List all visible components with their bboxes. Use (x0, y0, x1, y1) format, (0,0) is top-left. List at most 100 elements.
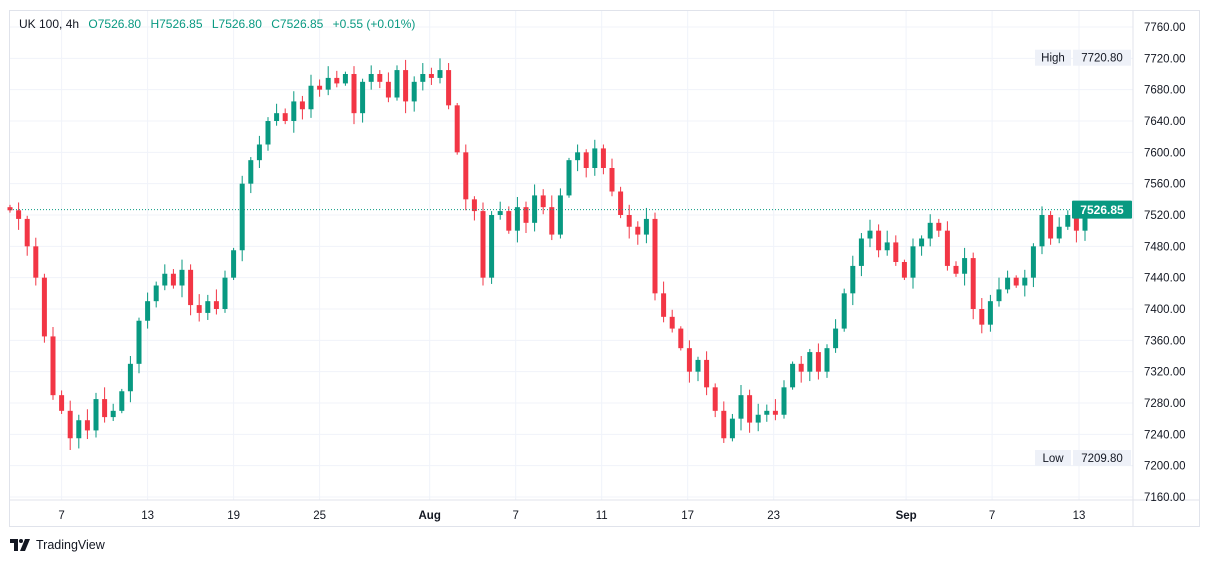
time-tick-label: 17 (681, 510, 694, 522)
candle-body (136, 320, 142, 364)
candle-body (265, 121, 271, 145)
candle-body (592, 148, 598, 168)
candle-body (50, 336, 56, 396)
candle-body (102, 399, 108, 418)
candle-body (721, 410, 727, 439)
high-value-bg (1073, 49, 1131, 66)
high-label-bg (1035, 49, 1071, 66)
candle-body (170, 273, 176, 286)
candle-body (351, 74, 357, 114)
candle-body (712, 387, 718, 411)
candle-body (360, 81, 366, 114)
candle-body (84, 420, 90, 431)
candle-body (643, 218, 649, 235)
candle-body (127, 363, 133, 392)
candle-body (815, 352, 821, 372)
candle-body (858, 238, 864, 266)
tradingview-attribution[interactable]: TradingView (10, 538, 105, 552)
time-tick-label: 7 (512, 510, 518, 522)
candle-body (342, 74, 348, 84)
candle-body (506, 211, 512, 231)
candle-body (729, 418, 735, 439)
candle-body (205, 301, 211, 313)
candle-body (231, 250, 237, 278)
candle-body (764, 410, 770, 415)
candle-body (385, 81, 391, 98)
candle-body (179, 269, 185, 286)
candle-body (334, 77, 340, 84)
price-tick-label: 7320.00 (1144, 367, 1186, 379)
high-label: High (1041, 53, 1065, 65)
time-tick-label: Aug (419, 510, 441, 522)
candle-body (239, 183, 245, 251)
low-label: Low (1042, 453, 1064, 465)
candle-body (661, 293, 667, 317)
candle-body (325, 77, 331, 90)
low-value: 7209.80 (1081, 453, 1123, 465)
candle-body (213, 301, 219, 309)
ohlc-open: O7526.80 (88, 17, 142, 31)
candle-body (936, 222, 942, 231)
candle-body (16, 210, 22, 219)
candle-body (532, 195, 538, 223)
candle-body (454, 105, 460, 153)
candle-body (162, 273, 168, 286)
candle-body (1013, 277, 1019, 286)
candle-body (686, 348, 692, 372)
candle-body (1022, 277, 1028, 286)
candle-body (59, 395, 65, 411)
time-tick-label: 11 (596, 510, 608, 522)
candle-body (489, 215, 495, 278)
candle-body (76, 420, 82, 439)
ohlc-change: +0.55 (+0.01%) (332, 17, 416, 31)
candle-body (919, 238, 925, 247)
candle-body (953, 265, 959, 274)
high-value: 7720.80 (1081, 53, 1123, 65)
last-price-value: 7526.85 (1080, 203, 1124, 217)
candle-body (1030, 246, 1036, 278)
price-tick-label: 7440.00 (1144, 273, 1186, 285)
candle-body (910, 246, 916, 278)
candle-body (927, 222, 933, 239)
candle-body (145, 301, 151, 321)
candle-body (747, 395, 753, 423)
ohlc-close: C7526.85 (271, 17, 324, 31)
candle-body (790, 363, 796, 388)
price-tick-label: 7520.00 (1144, 210, 1186, 222)
price-tick-label: 7400.00 (1144, 304, 1186, 316)
candle-body (514, 207, 520, 231)
price-tick-label: 7280.00 (1144, 398, 1186, 410)
candle-body (540, 195, 546, 208)
time-tick-label: 13 (1073, 510, 1086, 522)
time-tick-label: 7 (58, 510, 64, 522)
candle-body (1056, 226, 1062, 239)
candle-body (678, 328, 684, 349)
candlestick-chart[interactable]: 7760.00 7720.00 7680.00 7640.00 7600.00 7560.… (0, 0, 1209, 530)
candle-body (824, 348, 830, 372)
candle-body (1065, 215, 1071, 227)
candle-body (394, 70, 400, 98)
candle-body (833, 328, 839, 349)
price-tick-label: 7200.00 (1144, 461, 1186, 473)
candle-body (1082, 209, 1088, 231)
last-price-badge (1072, 200, 1132, 219)
candle-body (867, 230, 873, 239)
candle-body (962, 258, 968, 274)
price-tick-label: 7600.00 (1144, 147, 1186, 159)
candle-body (7, 207, 13, 211)
candle-body (308, 85, 314, 110)
symbol-name[interactable]: UK 100, 4h (19, 17, 80, 31)
candle-body (618, 191, 624, 215)
candle-body (884, 242, 890, 251)
time-tick-label: Sep (896, 510, 917, 522)
price-tick-label: 7560.00 (1144, 179, 1186, 191)
candle-body (575, 152, 581, 161)
candle-body (222, 277, 228, 309)
candle-body (274, 113, 280, 121)
candle-body (33, 246, 39, 278)
price-tick-label: 7480.00 (1144, 241, 1186, 253)
candle-body (24, 218, 30, 247)
candle-body (446, 70, 452, 106)
candle-body (497, 211, 503, 215)
candle-body (876, 230, 882, 251)
